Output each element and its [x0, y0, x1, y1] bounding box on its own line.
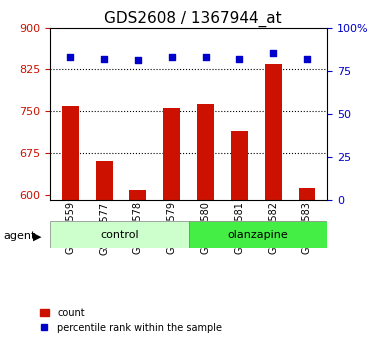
FancyBboxPatch shape [189, 221, 327, 248]
Legend: count, percentile rank within the sample: count, percentile rank within the sample [36, 304, 226, 337]
Point [67, 54, 74, 60]
Text: agent: agent [4, 231, 36, 241]
Point [304, 56, 310, 61]
Bar [298, 188, 315, 345]
FancyBboxPatch shape [50, 221, 189, 248]
Bar [265, 64, 281, 345]
Bar [62, 106, 79, 345]
Point [236, 56, 243, 61]
Bar [163, 108, 180, 345]
Bar [197, 105, 214, 345]
Point [101, 56, 107, 61]
Point [169, 54, 175, 60]
Bar [231, 130, 248, 345]
Point [270, 51, 276, 56]
Text: ▶: ▶ [33, 231, 41, 241]
Bar [129, 190, 146, 345]
Text: control: control [100, 230, 139, 239]
Text: olanzapine: olanzapine [228, 230, 288, 239]
Bar [96, 161, 112, 345]
Text: GDS2608 / 1367944_at: GDS2608 / 1367944_at [104, 10, 281, 27]
Point [135, 58, 141, 63]
Point [203, 54, 209, 60]
